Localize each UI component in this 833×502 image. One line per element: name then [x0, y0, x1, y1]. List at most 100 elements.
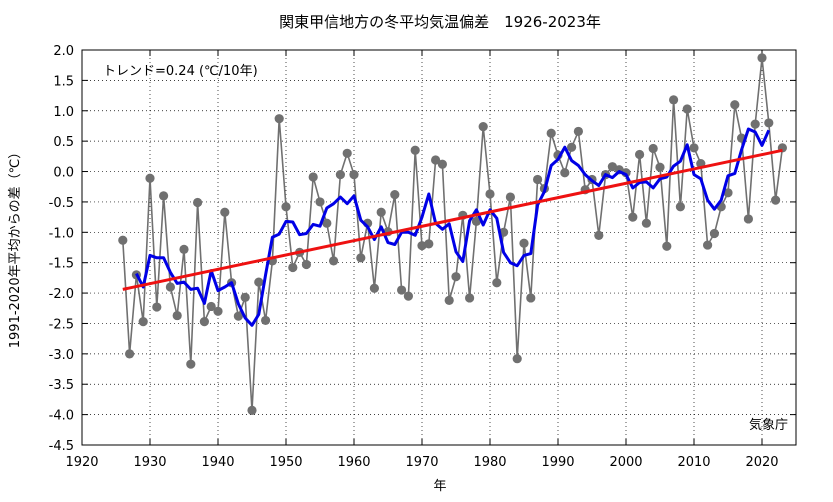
annual-data-point [478, 121, 488, 132]
annual-data-point [301, 259, 311, 270]
annual-data-point [505, 192, 515, 202]
annual-data-point [118, 235, 128, 245]
grid-layer [82, 50, 796, 445]
y-tick-label: -0.5 [49, 196, 74, 211]
annual-data-point [342, 148, 352, 158]
x-tick-label: 2010 [677, 455, 710, 470]
annual-data-point [723, 188, 733, 198]
annual-data-point [546, 128, 556, 138]
x-tick-label: 1970 [405, 455, 438, 470]
series-layer [118, 53, 788, 415]
annual-data-point [757, 53, 767, 63]
y-tick-label: 0.0 [53, 166, 74, 181]
annual-data-point [288, 262, 298, 273]
annual-data-point [186, 359, 196, 369]
x-tick-label: 1940 [201, 455, 234, 470]
annual-data-point [220, 207, 230, 217]
annual-data-point [573, 126, 584, 137]
x-tick-label: 2020 [745, 455, 778, 470]
annual-data-point [675, 202, 686, 212]
annual-data-point [635, 149, 645, 160]
y-tick-label: -4.5 [49, 439, 74, 454]
y-tick-label: -2.0 [49, 287, 74, 302]
annual-data-point [261, 315, 271, 326]
annual-data-point [165, 282, 175, 292]
trend-line [122, 148, 783, 291]
annual-data-point [315, 197, 325, 207]
annual-data-point [390, 190, 400, 200]
annual-data-point [431, 155, 441, 165]
annual-data-point [152, 302, 162, 312]
trend-annotation: トレンド=0.24 (℃/10年) [103, 64, 258, 79]
annual-data-point [145, 173, 155, 183]
annual-data-point [335, 169, 345, 180]
x-tick-label: 1990 [541, 455, 574, 470]
annual-data-point [669, 95, 679, 105]
annual-data-point [369, 283, 379, 293]
annual-data-point [743, 214, 754, 224]
annual-data-point [281, 202, 291, 212]
annual-data-point [709, 228, 720, 239]
annual-data-point [451, 272, 461, 282]
annual-data-point [125, 349, 135, 359]
annual-data-point [465, 293, 475, 303]
annual-data-point [682, 104, 692, 114]
annual-data-point [471, 216, 481, 226]
annual-data-point [410, 145, 420, 155]
annual-data-point [437, 159, 447, 169]
annual-data-point [641, 218, 652, 228]
annual-data-point [322, 218, 332, 228]
annual-data-point [247, 405, 257, 415]
annual-data-point [689, 143, 699, 153]
annual-data-point [254, 277, 264, 287]
annual-data-point [519, 238, 529, 248]
annual-data-point [308, 172, 318, 182]
annual-data-point [526, 293, 536, 303]
annual-data-point [206, 301, 216, 312]
annual-data-point [376, 207, 386, 217]
y-tick-label: -4.0 [49, 409, 74, 424]
annual-data-point [567, 142, 577, 152]
y-tick-label: -1.0 [49, 226, 74, 241]
annual-data-point [424, 239, 434, 249]
chart-title: 関東甲信地方の冬平均気温偏差 1926-2023年 [279, 13, 601, 31]
annual-data-point [193, 197, 203, 208]
annual-data-point [655, 162, 665, 172]
annual-data-point [533, 174, 543, 185]
annual-data-point [329, 256, 339, 266]
y-tick-label: 1.0 [53, 105, 74, 120]
annual-data-point [397, 285, 407, 295]
annual-data-point [628, 212, 638, 222]
y-tick-label: 2.0 [53, 44, 74, 59]
y-tick-label: 0.5 [53, 135, 74, 150]
y-tick-label: -3.0 [49, 348, 74, 363]
x-tick-label: 2000 [609, 455, 642, 470]
annual-data-point [730, 100, 740, 110]
annual-data-point [703, 240, 713, 250]
x-tick-label: 1920 [65, 455, 98, 470]
source-label: 気象庁 [749, 417, 788, 433]
y-tick-label: -2.5 [49, 317, 74, 332]
running-mean-line [135, 127, 771, 327]
annual-data-point [172, 310, 182, 321]
x-axis-label: 年 [433, 479, 446, 494]
x-tick-label: 1950 [269, 455, 302, 470]
annual-data-point [485, 189, 495, 199]
annual-data-point [764, 118, 774, 128]
annual-data-point [594, 230, 604, 240]
annual-data-point [662, 241, 672, 251]
y-axis-label: 1991-2020年平均からの差（℃） [8, 146, 23, 348]
x-tick-label: 1960 [337, 455, 370, 470]
annual-data-point [233, 311, 243, 321]
annual-data-point [240, 292, 250, 302]
annual-data-point [771, 195, 781, 205]
annual-data-point [349, 169, 359, 180]
annual-data-point [492, 278, 502, 288]
annual-data-point [356, 253, 366, 263]
annual-data-point [444, 295, 454, 305]
tick-layer: 1920 1930 1940 1950 1960 1970 1980 1990 2000 2010… [49, 44, 796, 470]
plot-frame [81, 49, 797, 446]
y-tick-label: 1.5 [53, 74, 74, 89]
